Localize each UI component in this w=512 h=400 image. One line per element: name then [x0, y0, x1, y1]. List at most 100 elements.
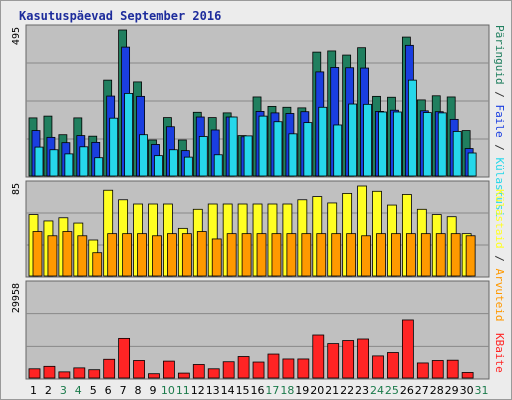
legend-entry: Külastaid	[493, 189, 506, 249]
bar-bytes-KBaite-day-19	[297, 358, 310, 379]
bar-bytes-KBaite-day-9	[148, 373, 160, 379]
x-tick-label: 2	[45, 384, 52, 397]
bar-bytes-KBaite-day-20	[312, 334, 325, 379]
legend-middle: Külastaid / Arvuteid	[493, 189, 506, 321]
bar-bytes-KBaite-day-13	[207, 368, 220, 379]
bar-hits-Külastusi-day-1	[34, 146, 44, 177]
x-tick-label: 9	[149, 384, 156, 397]
bar-bytes-KBaite-day-22	[342, 340, 355, 379]
bar-bytes-KBaite-day-29	[446, 359, 459, 379]
bar-bytes-KBaite-day-24	[372, 355, 384, 379]
x-tick-label: 16	[251, 384, 265, 397]
x-tick-label: 1	[30, 384, 37, 397]
x-tick-label: 5	[90, 384, 97, 397]
bar-visits-Arvuteid-day-28	[435, 233, 446, 277]
bar-hits-Külastusi-day-15	[243, 135, 253, 177]
bar-visits-Arvuteid-day-15	[241, 233, 252, 277]
bar-hits-Külastusi-day-24	[378, 111, 387, 177]
x-tick-label: 4	[75, 384, 82, 397]
bar-hits-Külastusi-day-25	[393, 111, 402, 177]
x-tick-label: 7	[120, 384, 127, 397]
bar-hits-Külastusi-day-4	[79, 146, 89, 177]
bar-bytes-KBaite-day-28	[431, 360, 444, 379]
bar-hits-Külastusi-day-30	[467, 152, 477, 177]
x-tick-label: 18	[280, 384, 294, 397]
legend-entry: /	[493, 248, 506, 269]
bar-hits-Külastusi-day-5	[94, 157, 104, 177]
bar-bytes-KBaite-day-7	[118, 337, 131, 379]
bar-hits-Külastusi-day-13	[213, 154, 223, 177]
bar-bytes-KBaite-day-23	[357, 338, 369, 379]
bar-bytes-KBaite-day-14	[222, 361, 235, 379]
bar-visits-Arvuteid-day-9	[152, 235, 162, 277]
panel-visits-ytick: 85	[11, 183, 22, 195]
legend-entry: KBaite	[493, 333, 506, 373]
bar-visits-Arvuteid-day-29	[450, 233, 461, 277]
bar-visits-Arvuteid-day-22	[346, 233, 357, 277]
bar-visits-Arvuteid-day-8	[137, 233, 147, 277]
x-tick-label: 11	[176, 384, 190, 397]
bar-visits-Arvuteid-day-20	[316, 233, 327, 277]
bar-hits-Külastusi-day-8	[139, 134, 148, 177]
bar-hits-Külastusi-day-23	[363, 103, 372, 177]
bar-bytes-KBaite-day-18	[282, 358, 295, 379]
bar-hits-Külastusi-day-10	[169, 149, 178, 177]
bar-hits-Külastusi-day-14	[228, 116, 238, 177]
bar-hits-Külastusi-day-29	[452, 131, 462, 177]
x-tick-label: 31	[475, 384, 489, 397]
bar-visits-Arvuteid-day-3	[62, 231, 73, 277]
x-tick-label: 20	[310, 384, 324, 397]
x-tick-label: 14	[221, 384, 235, 397]
bar-hits-Külastusi-day-2	[49, 149, 59, 177]
bar-bytes-KBaite-day-5	[88, 369, 101, 379]
chart-title: Kasutuspäevad September 2016	[19, 9, 222, 23]
x-tick-label: 15	[236, 384, 250, 397]
bar-visits-Arvuteid-day-5	[92, 252, 103, 277]
bar-bytes-KBaite-day-1	[28, 368, 41, 379]
bar-hits-Külastusi-day-6	[109, 117, 119, 177]
bar-visits-Arvuteid-day-1	[32, 231, 43, 277]
bar-bytes-KBaite-day-12	[192, 364, 205, 379]
bar-bytes-KBaite-day-2	[43, 365, 56, 379]
x-tick-label: 12	[191, 384, 205, 397]
legend-entry: Arvuteid	[493, 268, 506, 322]
panel-hits-ytick: 495	[11, 27, 22, 45]
x-tick-label: 29	[445, 384, 459, 397]
x-tick-label: 23	[355, 384, 369, 397]
bar-visits-Arvuteid-day-16	[256, 233, 267, 277]
bar-hits-Külastusi-day-7	[124, 93, 134, 177]
bar-visits-Arvuteid-day-12	[196, 231, 207, 277]
bar-hits-Külastusi-day-28	[437, 112, 447, 177]
bar-visits-Arvuteid-day-14	[226, 233, 237, 277]
bar-bytes-KBaite-day-21	[327, 343, 340, 379]
legend-bottom: KBaite	[493, 333, 506, 373]
bar-bytes-KBaite-day-3	[58, 371, 71, 379]
bar-bytes-KBaite-day-10	[163, 360, 175, 379]
bar-hits-Külastusi-day-27	[422, 112, 432, 177]
x-tick-label: 30	[460, 384, 474, 397]
x-tick-label: 28	[430, 384, 444, 397]
x-tick-label: 8	[135, 384, 142, 397]
bar-visits-Arvuteid-day-30	[465, 235, 476, 277]
x-tick-label: 19	[295, 384, 309, 397]
x-tick-label: 10	[161, 384, 175, 397]
bar-bytes-KBaite-day-17	[267, 353, 280, 379]
bar-visits-Arvuteid-day-4	[77, 235, 88, 277]
panel-bytes-ytick: 29958	[11, 283, 22, 313]
bar-bytes-KBaite-day-25	[387, 352, 399, 379]
bar-visits-Arvuteid-day-11	[181, 233, 192, 277]
legend-entry: /	[493, 137, 506, 158]
bar-bytes-KBaite-day-16	[252, 361, 265, 379]
bar-visits-Arvuteid-day-6	[107, 233, 118, 277]
bar-visits-Arvuteid-day-10	[167, 233, 177, 277]
bar-bytes-KBaite-day-26	[401, 319, 414, 379]
bar-visits-Arvuteid-day-21	[331, 233, 342, 277]
bar-visits-Arvuteid-day-25	[391, 233, 401, 277]
bar-hits-Külastusi-day-20	[318, 106, 328, 177]
legend-entry: Faile	[493, 104, 506, 138]
bar-visits-Arvuteid-day-18	[286, 233, 297, 277]
x-tick-label: 26	[400, 384, 414, 397]
bar-hits-Külastusi-day-21	[333, 124, 343, 177]
